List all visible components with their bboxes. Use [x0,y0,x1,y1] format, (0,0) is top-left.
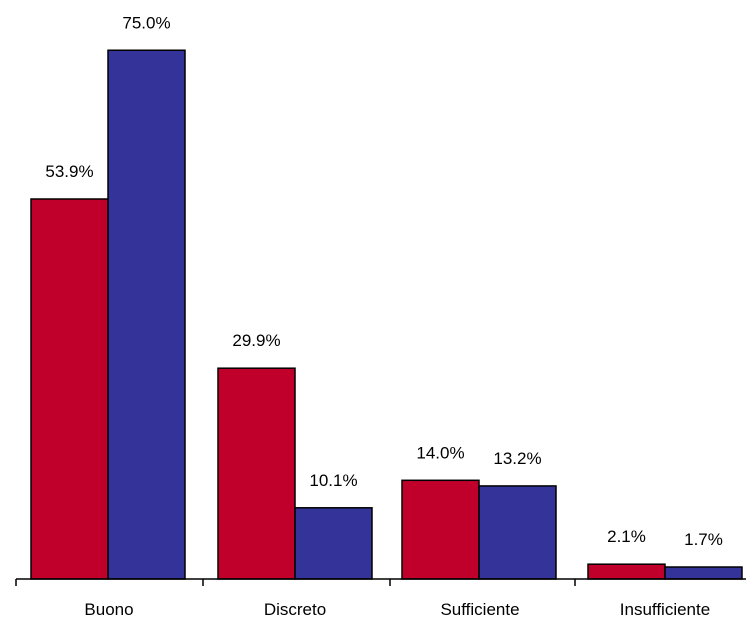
x-axis-tick-labels: Buono Discreto Sufficiente Insufficiente [84,600,710,619]
x-tick-label-sufficiente: Sufficiente [440,600,519,619]
bar-series2-sufficiente [478,485,557,580]
x-tick-label-insufficiente: Insufficiente [620,600,710,619]
bar-series2-buono [107,49,186,580]
data-label-series2-discreto: 10.1% [309,471,357,490]
data-label-series1-discreto: 29.9% [232,331,280,350]
bar-series1-insufficiente [587,563,666,580]
data-label-series2-insufficiente: 1.7% [684,530,723,549]
bar-series1-buono [30,198,109,580]
data-label-series1-buono: 53.9% [45,162,93,181]
bar-series2-discreto [294,507,373,580]
bar-series1-sufficiente [401,479,480,580]
bars-group [30,49,743,580]
x-axis-ticks [15,579,576,586]
x-tick-label-discreto: Discreto [264,600,326,619]
x-tick-label-buono: Buono [84,600,133,619]
data-labels-group: 53.9% 29.9% 14.0% 2.1% 75.0% 10.1% 13.2% 1.7% [45,13,722,549]
data-label-series1-sufficiente: 14.0% [416,443,464,462]
data-label-series2-buono: 75.0% [122,13,170,32]
data-label-series2-sufficiente: 13.2% [493,449,541,468]
bar-series1-discreto [217,367,296,580]
data-label-series1-insufficiente: 2.1% [607,527,646,546]
bar-series2-insufficiente [664,566,743,580]
